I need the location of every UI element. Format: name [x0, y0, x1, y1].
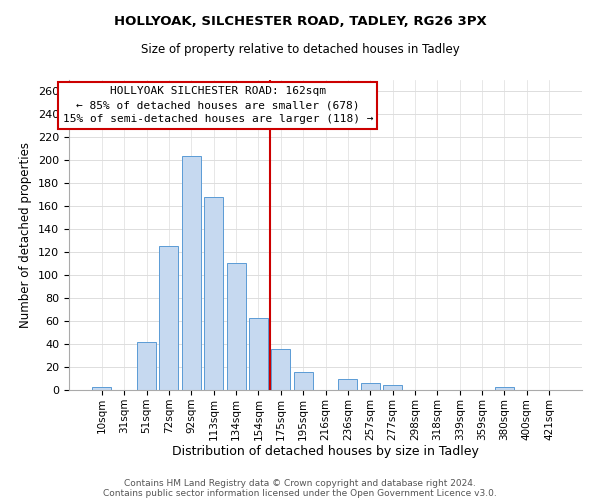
Bar	[227, 262, 245, 390]
Text: Size of property relative to detached houses in Tadley: Size of property relative to detached ho…	[140, 42, 460, 56]
Bar	[271, 348, 290, 390]
Bar	[92, 386, 112, 390]
Bar	[338, 378, 358, 390]
Bar	[249, 318, 268, 390]
Bar	[293, 372, 313, 390]
X-axis label: Distribution of detached houses by size in Tadley: Distribution of detached houses by size …	[172, 446, 479, 458]
Bar	[137, 342, 156, 390]
Bar	[204, 197, 223, 390]
Bar	[495, 386, 514, 390]
Text: Contains public sector information licensed under the Open Government Licence v3: Contains public sector information licen…	[103, 488, 497, 498]
Bar	[160, 246, 178, 390]
Bar	[182, 156, 201, 390]
Text: HOLLYOAK, SILCHESTER ROAD, TADLEY, RG26 3PX: HOLLYOAK, SILCHESTER ROAD, TADLEY, RG26 …	[113, 15, 487, 28]
Text: HOLLYOAK SILCHESTER ROAD: 162sqm
← 85% of detached houses are smaller (678)
15% : HOLLYOAK SILCHESTER ROAD: 162sqm ← 85% o…	[62, 86, 373, 124]
Y-axis label: Number of detached properties: Number of detached properties	[19, 142, 32, 328]
Bar	[361, 383, 380, 390]
Text: Contains HM Land Registry data © Crown copyright and database right 2024.: Contains HM Land Registry data © Crown c…	[124, 478, 476, 488]
Bar	[383, 386, 402, 390]
